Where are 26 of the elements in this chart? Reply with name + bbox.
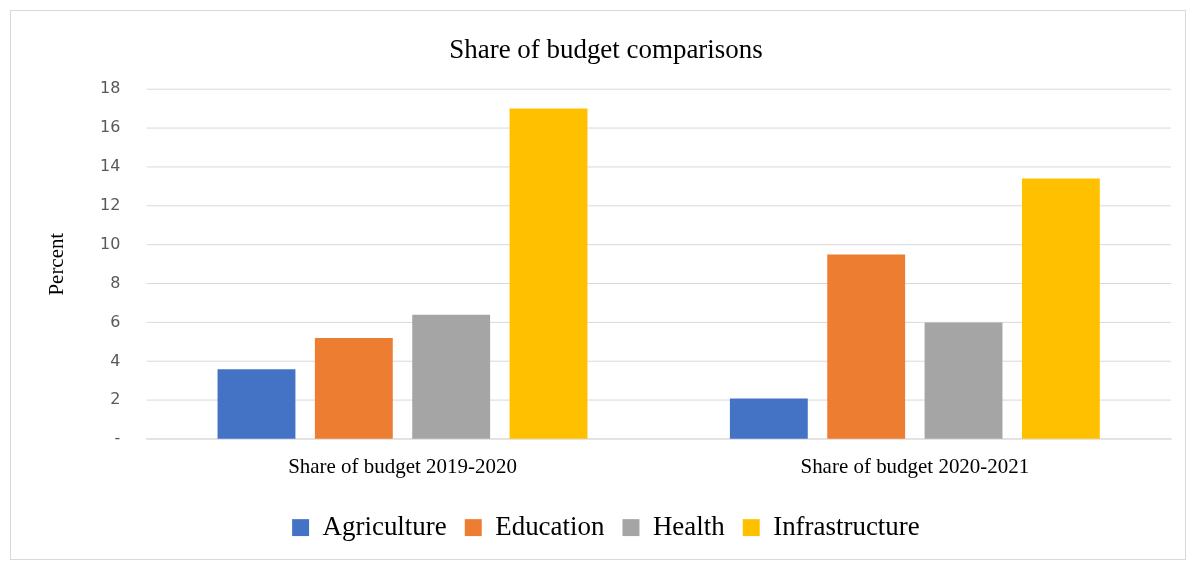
bar (509, 108, 588, 439)
y-tick-label: 18 (100, 78, 121, 98)
y-axis-title: Percent (44, 232, 69, 296)
legend-label: Agriculture (322, 510, 447, 541)
bar (729, 398, 808, 439)
bar (412, 314, 491, 439)
y-tick-label: 14 (100, 156, 121, 176)
bar (1021, 178, 1100, 439)
legend-label: Education (495, 510, 605, 541)
bar (924, 322, 1003, 439)
y-tick-label: 2 (110, 389, 121, 409)
bar (314, 338, 393, 439)
bar (827, 254, 906, 439)
y-tick-label: 10 (100, 233, 121, 253)
y-tick-label: - (114, 428, 121, 448)
y-tick-label: 16 (100, 117, 121, 137)
x-tick-label: Share of budget 2019-2020 (288, 454, 517, 479)
y-tick-label: 8 (110, 272, 121, 292)
chart-title: Share of budget comparisons (449, 34, 763, 65)
y-tick-label: 4 (110, 350, 121, 370)
y-tick-label: 12 (100, 194, 121, 214)
x-tick-label: Share of budget 2020-2021 (800, 454, 1030, 479)
y-tick-label: 6 (110, 311, 121, 331)
legend-label: Health (652, 510, 726, 541)
legend-label: Infrastructure (773, 510, 920, 541)
bar (217, 369, 296, 439)
